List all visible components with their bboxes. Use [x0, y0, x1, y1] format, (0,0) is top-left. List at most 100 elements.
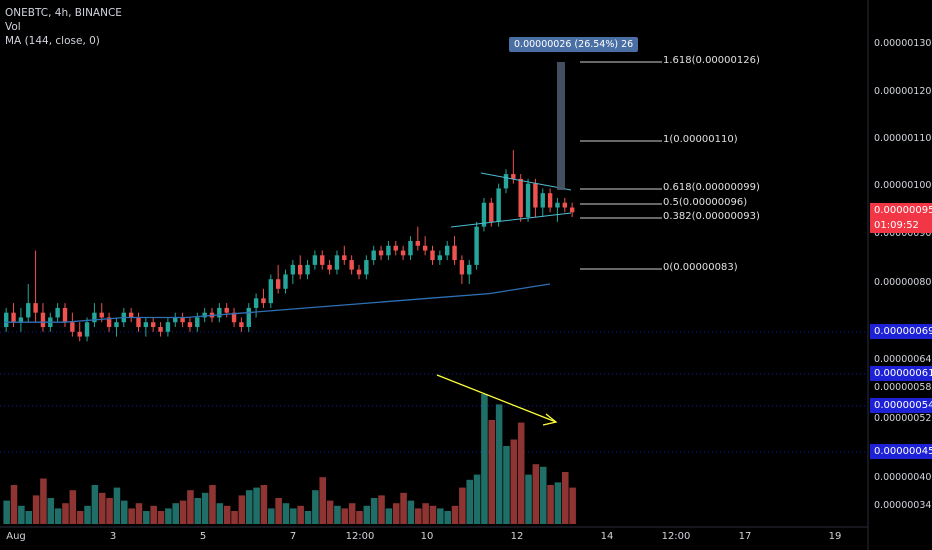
fib-label-1618: 1.618(0.00000126)	[663, 55, 760, 66]
volume-bar	[290, 508, 297, 524]
volume-bar	[172, 503, 179, 524]
candle-body	[246, 307, 251, 328]
x-tick: 10	[420, 531, 434, 542]
level-tag-69: 0.00000069	[870, 324, 932, 339]
x-tick: 14	[600, 531, 614, 542]
candle-body	[312, 255, 318, 265]
fib-label-0382: 0.382(0.00000093)	[663, 211, 760, 222]
fib-retracement[interactable]	[580, 61, 662, 270]
volume-bar	[554, 482, 562, 524]
candle-body	[342, 255, 347, 261]
fib-label-1: 1(0.00000110)	[663, 134, 738, 145]
volume-bar	[209, 485, 216, 524]
candle-body	[151, 322, 156, 328]
candle-body	[569, 207, 575, 213]
candle-body	[430, 250, 435, 261]
candle-body	[180, 317, 185, 323]
volume-bar	[532, 464, 540, 524]
candle-body	[298, 264, 303, 275]
candle-body	[99, 312, 104, 318]
volume-bar	[18, 505, 25, 524]
volume-bar	[569, 487, 576, 524]
y-tick: 0.00000040	[874, 472, 932, 483]
x-tick: 19	[828, 531, 842, 542]
volume-bar	[400, 492, 407, 524]
volume-bar	[547, 485, 554, 524]
volume-bar	[525, 474, 532, 524]
candle-body	[371, 250, 376, 261]
candle-body	[253, 298, 259, 308]
candle-body	[364, 260, 369, 275]
measure-bar[interactable]	[557, 62, 565, 190]
fib-label-0618: 0.618(0.00000099)	[663, 182, 760, 193]
volume-bar	[356, 511, 363, 524]
measure-label: 0.00000026 (26.54%) 26	[509, 37, 639, 52]
candle-body	[547, 193, 553, 208]
x-tick: 3	[109, 531, 117, 542]
x-tick: 5	[199, 531, 207, 542]
symbol-title[interactable]: ONEBTC, 4h, BINANCE	[5, 7, 122, 19]
volume-bar	[54, 508, 62, 524]
volume-bar	[429, 505, 437, 524]
candle-body	[386, 245, 391, 256]
volume-bar	[150, 505, 157, 524]
candle-body	[415, 240, 420, 246]
grid	[0, 331, 868, 453]
ma-legend[interactable]: MA (144, close, 0)	[5, 35, 100, 47]
candle-body	[224, 307, 229, 313]
volume-bar	[517, 422, 525, 524]
candle-body	[562, 202, 567, 208]
volume-bar	[503, 446, 510, 524]
volume-bar	[510, 439, 518, 524]
volume-bar	[40, 478, 47, 524]
candlesticks	[4, 150, 575, 342]
volume-decline-arrow[interactable]	[436, 374, 558, 426]
volume-bar	[216, 503, 224, 524]
volume-bar	[459, 487, 466, 524]
triangle-lower-line[interactable]	[450, 212, 572, 228]
level-tag-45: 0.00000045	[870, 444, 932, 459]
volume-bar	[268, 508, 275, 524]
volume-bar	[297, 505, 304, 524]
candle-body	[26, 303, 31, 318]
volume-bar	[179, 500, 187, 524]
chart-legend: ONEBTC, 4h, BINANCE Vol MA (144, close, …	[5, 6, 122, 48]
candle-body	[496, 188, 501, 222]
triangle-upper-line[interactable]	[480, 172, 572, 191]
candle-body	[533, 183, 538, 208]
volume-bar	[69, 490, 77, 524]
candle-body	[202, 312, 207, 318]
volume-bar	[121, 500, 128, 524]
candle-body	[275, 279, 281, 289]
volume-bar	[10, 485, 18, 524]
volume-bar	[98, 492, 106, 524]
candle-body	[393, 245, 398, 251]
volume-bar	[326, 500, 334, 524]
volume-bar	[106, 498, 113, 524]
volume-bar	[363, 505, 371, 524]
volume-bar	[282, 503, 290, 524]
candle-body	[356, 269, 362, 275]
y-tick: 0.00000130	[874, 38, 932, 49]
candle-body	[106, 317, 112, 328]
fib-label-05: 0.5(0.00000096)	[663, 197, 748, 208]
volume-bar	[385, 508, 393, 524]
candle-body	[452, 245, 457, 261]
candle-body	[143, 322, 149, 328]
candle-body	[128, 312, 134, 318]
volume-legend[interactable]: Vol	[5, 21, 21, 33]
volume-bar	[562, 472, 569, 524]
volume-bar	[128, 508, 135, 524]
candle-body	[195, 317, 200, 328]
ma-line	[4, 283, 551, 323]
countdown-tag: 01:09:52	[870, 218, 932, 233]
candle-body	[349, 260, 354, 270]
last-price-tag: 0.00000095	[870, 203, 932, 218]
candle-body	[4, 312, 9, 328]
candle-body	[18, 317, 24, 323]
candle-body	[445, 245, 450, 256]
candle-body	[511, 174, 516, 179]
candle-body	[525, 183, 531, 218]
volume-bar	[165, 508, 172, 524]
